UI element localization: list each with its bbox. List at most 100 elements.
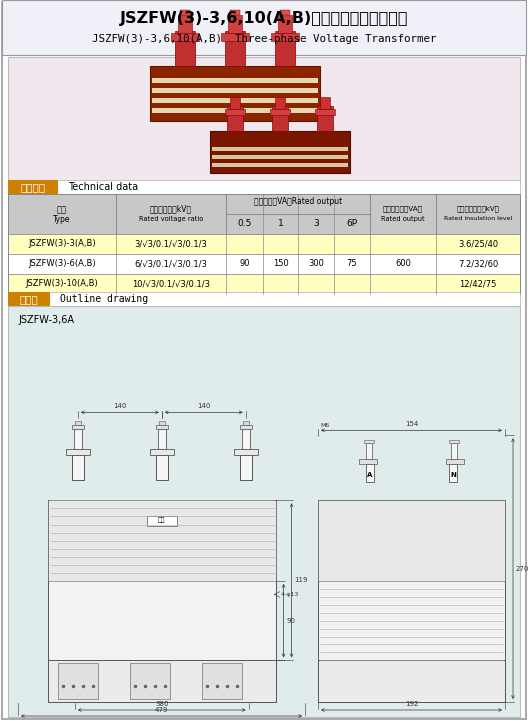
- Circle shape: [159, 415, 165, 421]
- Bar: [158, 429, 166, 449]
- Text: M6: M6: [320, 423, 329, 428]
- Bar: [130, 663, 170, 699]
- Bar: [171, 33, 199, 41]
- Bar: [370, 194, 436, 234]
- Bar: [318, 500, 505, 660]
- Text: 75: 75: [347, 260, 357, 268]
- Text: 600: 600: [395, 260, 411, 268]
- Text: Rated insulation level: Rated insulation level: [444, 216, 512, 221]
- Bar: [178, 15, 192, 33]
- Bar: [8, 57, 520, 183]
- Text: 外形图: 外形图: [20, 294, 39, 304]
- Bar: [272, 106, 288, 131]
- Circle shape: [205, 676, 209, 680]
- Text: 6/√3/0.1/√3/0.1/3: 6/√3/0.1/√3/0.1/3: [135, 260, 208, 268]
- Circle shape: [151, 674, 159, 682]
- Bar: [230, 10, 240, 15]
- Text: 7.2/32/60: 7.2/32/60: [458, 260, 498, 268]
- Bar: [225, 109, 245, 115]
- Circle shape: [89, 674, 97, 682]
- Circle shape: [49, 505, 53, 510]
- Bar: [48, 660, 276, 702]
- Circle shape: [213, 674, 221, 682]
- Bar: [156, 456, 168, 480]
- Text: 12/42/75: 12/42/75: [459, 280, 497, 288]
- Circle shape: [181, 1, 189, 9]
- Text: 380: 380: [155, 701, 168, 707]
- Bar: [8, 180, 520, 194]
- Circle shape: [79, 674, 87, 682]
- Text: N: N: [450, 472, 456, 478]
- Circle shape: [71, 676, 75, 680]
- Text: 技术参数: 技术参数: [21, 182, 45, 192]
- Bar: [315, 109, 335, 115]
- Bar: [66, 449, 90, 456]
- Bar: [8, 194, 520, 294]
- Circle shape: [359, 675, 371, 687]
- Circle shape: [81, 676, 85, 680]
- Circle shape: [362, 678, 367, 684]
- Text: 型号: 型号: [57, 205, 67, 215]
- Bar: [175, 31, 195, 66]
- Text: Technical data: Technical data: [68, 182, 138, 192]
- Text: JSZFW(3)-6(A,B): JSZFW(3)-6(A,B): [28, 260, 96, 268]
- Bar: [8, 306, 520, 717]
- Circle shape: [271, 520, 274, 521]
- Bar: [74, 429, 82, 449]
- Polygon shape: [439, 482, 464, 500]
- Bar: [278, 15, 292, 33]
- Bar: [48, 500, 276, 581]
- Circle shape: [452, 675, 464, 687]
- Bar: [366, 443, 372, 459]
- Bar: [2, 0, 526, 55]
- Bar: [8, 274, 520, 294]
- Bar: [230, 97, 240, 109]
- Circle shape: [271, 506, 274, 508]
- Bar: [8, 234, 520, 254]
- Text: 150: 150: [272, 260, 288, 268]
- Circle shape: [451, 434, 457, 441]
- Circle shape: [49, 518, 53, 523]
- Bar: [8, 292, 520, 306]
- Bar: [152, 78, 318, 83]
- Circle shape: [232, 90, 238, 96]
- Text: 4-φ13: 4-φ13: [280, 592, 299, 597]
- Bar: [8, 194, 520, 234]
- Circle shape: [59, 674, 67, 682]
- Text: 300: 300: [308, 260, 324, 268]
- Circle shape: [161, 674, 169, 682]
- Text: JSZFW(3)-3(A,B): JSZFW(3)-3(A,B): [28, 239, 96, 249]
- Bar: [242, 429, 250, 449]
- Text: 0.5: 0.5: [237, 219, 252, 229]
- Bar: [156, 425, 168, 429]
- Circle shape: [277, 90, 283, 96]
- Bar: [436, 194, 520, 234]
- Bar: [225, 31, 245, 66]
- Bar: [8, 180, 58, 194]
- Circle shape: [233, 674, 241, 682]
- Circle shape: [235, 676, 239, 680]
- Circle shape: [223, 674, 231, 682]
- Text: 额定电压比（kV）: 额定电压比（kV）: [150, 205, 192, 213]
- Bar: [240, 456, 252, 480]
- Circle shape: [366, 434, 372, 441]
- Circle shape: [143, 676, 147, 680]
- Text: Outline drawing: Outline drawing: [60, 294, 148, 304]
- Bar: [234, 449, 258, 456]
- Circle shape: [270, 518, 275, 523]
- Bar: [240, 425, 252, 429]
- Bar: [449, 464, 457, 482]
- Circle shape: [163, 676, 167, 680]
- Circle shape: [270, 505, 275, 510]
- Circle shape: [61, 676, 65, 680]
- Circle shape: [455, 678, 461, 684]
- Text: 6P: 6P: [346, 219, 357, 229]
- Bar: [366, 464, 374, 482]
- Bar: [360, 459, 378, 464]
- Text: 90: 90: [287, 618, 296, 624]
- Bar: [228, 15, 242, 33]
- Circle shape: [153, 676, 157, 680]
- Text: 479: 479: [155, 707, 168, 713]
- Text: 额定绝缘水平（kV）: 额定绝缘水平（kV）: [457, 205, 499, 212]
- Bar: [8, 292, 50, 306]
